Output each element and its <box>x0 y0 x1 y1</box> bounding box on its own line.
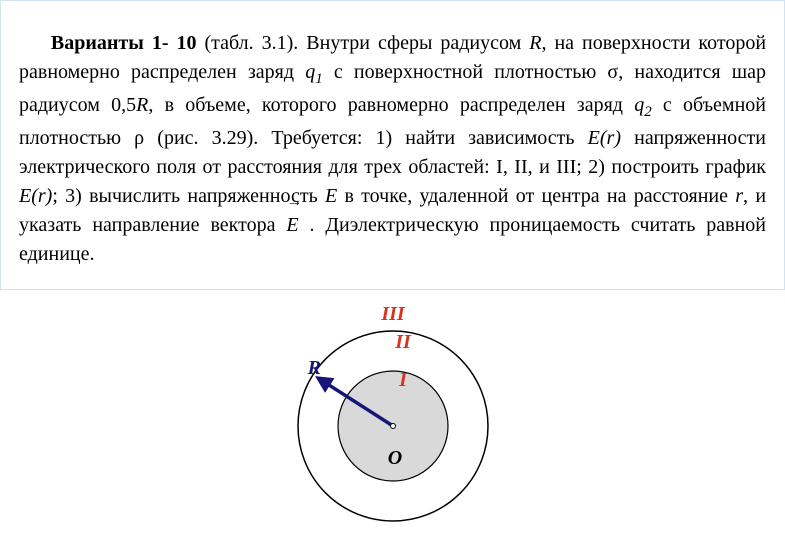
symbol-q1: q1 <box>305 61 323 83</box>
svg-text:III: III <box>380 303 406 325</box>
symbol-vec-E: →E <box>286 211 298 240</box>
sphere-diagram-svg: IIIIIIRO <box>263 296 523 528</box>
svg-text:R: R <box>306 357 320 379</box>
sphere-diagram: IIIIIIRO <box>263 296 523 528</box>
symbol-r: r <box>735 185 743 207</box>
svg-text:O: O <box>387 447 401 469</box>
symbol-rho: ρ <box>134 127 144 149</box>
heading: Варианты 1- 10 <box>51 32 197 54</box>
text-segment: , в объеме, которого равномерно распреде… <box>148 94 634 116</box>
figure-container: IIIIIIRO <box>0 296 785 533</box>
symbol-E: E <box>325 185 337 207</box>
symbol-Er: E(r) <box>588 127 621 149</box>
svg-text:I: I <box>398 369 408 391</box>
symbol-q2: q2 <box>634 94 652 116</box>
text-segment: (табл. 3.1). Внутри сферы радиусом <box>197 32 530 54</box>
problem-paragraph: Варианты 1- 10 (табл. 3.1). Внутри сферы… <box>19 29 766 269</box>
svg-text:II: II <box>394 331 412 353</box>
text-segment: (рис. 3.29). Требуется: 1) найти зависим… <box>144 127 588 149</box>
symbol-sigma: σ <box>607 61 618 83</box>
symbol-Er: E(r) <box>19 185 52 207</box>
text-segment: ; 3) вычислить напряженность <box>52 185 325 207</box>
text-segment: с поверхностной плотностью <box>323 61 608 83</box>
symbol-R: R <box>529 32 541 54</box>
symbol-R: R <box>136 94 148 116</box>
page-container: Варианты 1- 10 (табл. 3.1). Внутри сферы… <box>0 0 785 290</box>
text-segment: в точке, удаленной от центра на расстоян… <box>337 185 735 207</box>
